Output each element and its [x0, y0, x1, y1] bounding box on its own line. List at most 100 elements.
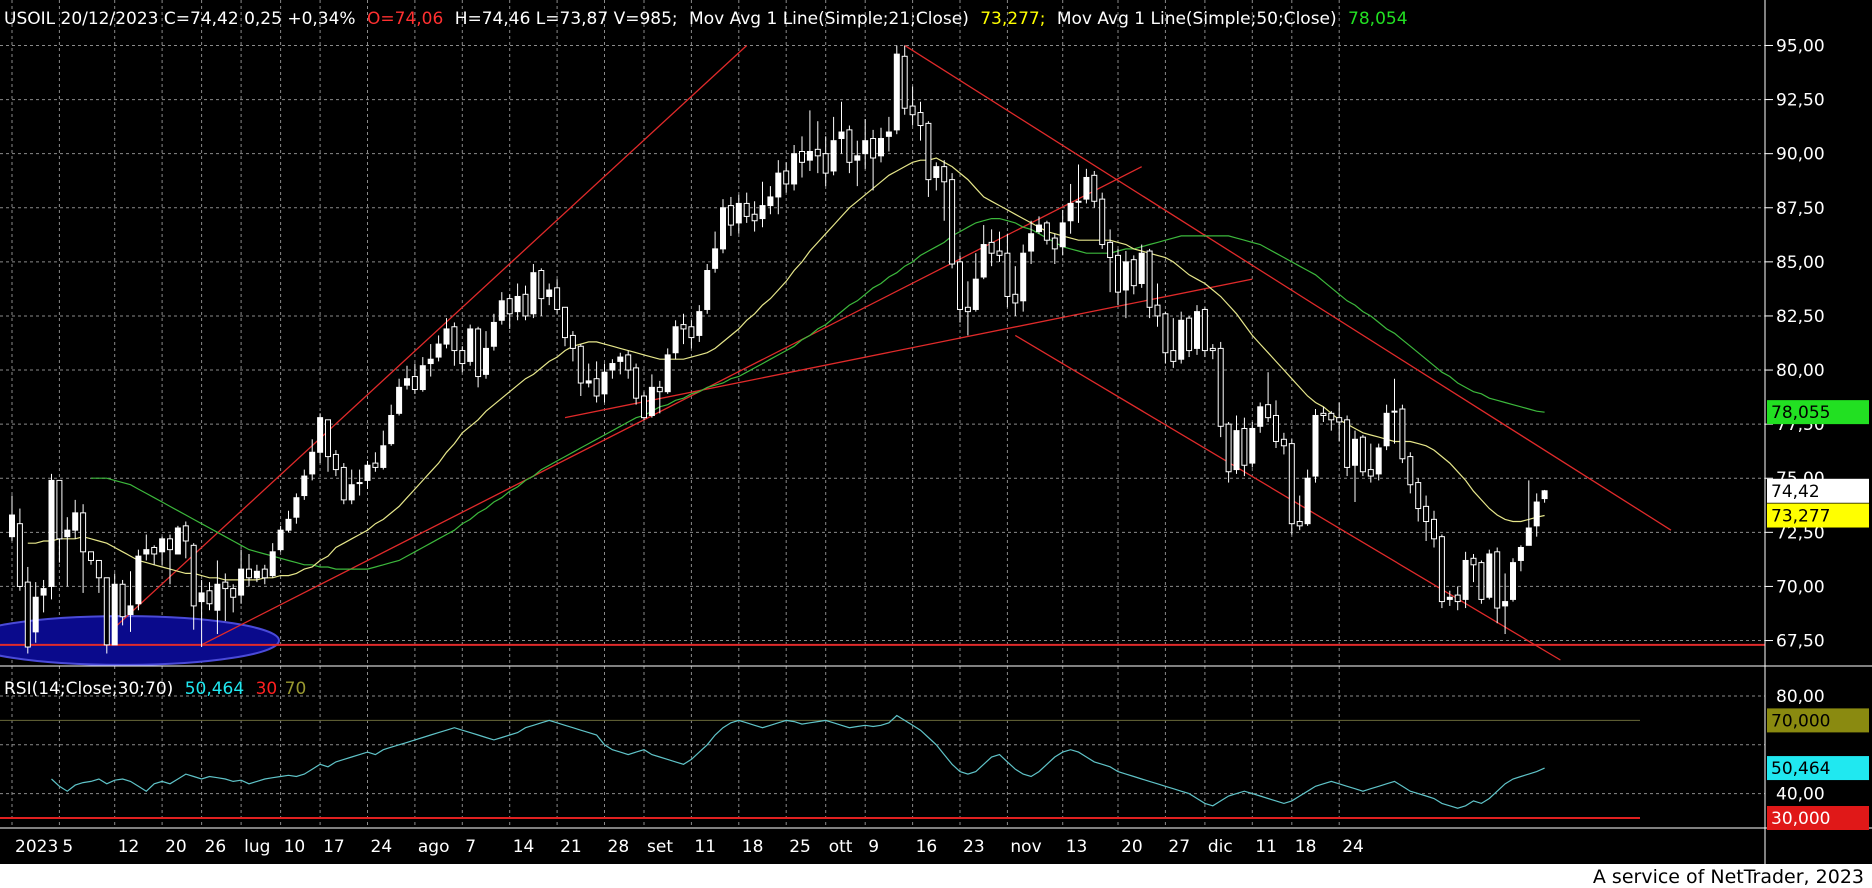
candle[interactable] — [459, 346, 466, 373]
candle[interactable] — [364, 460, 371, 490]
candle[interactable] — [569, 331, 576, 362]
candle[interactable] — [198, 579, 205, 648]
candle[interactable] — [230, 584, 237, 613]
candle[interactable] — [1186, 315, 1193, 358]
candle[interactable] — [656, 380, 663, 414]
candle[interactable] — [261, 564, 268, 585]
candle[interactable] — [1375, 443, 1382, 481]
candle[interactable] — [24, 566, 31, 654]
candle[interactable] — [103, 577, 110, 654]
candle[interactable] — [893, 45, 900, 135]
candle[interactable] — [633, 363, 640, 405]
candle[interactable] — [593, 361, 600, 403]
candle[interactable] — [720, 199, 726, 254]
candle[interactable] — [1162, 311, 1169, 364]
candle[interactable] — [1241, 417, 1248, 477]
candle[interactable] — [443, 318, 450, 349]
candle[interactable] — [1399, 404, 1406, 464]
candle[interactable] — [1217, 341, 1224, 438]
candle[interactable] — [1249, 421, 1256, 468]
candle[interactable] — [388, 404, 395, 446]
candle[interactable] — [1154, 283, 1161, 327]
candle[interactable] — [1225, 421, 1232, 483]
candle[interactable] — [1020, 244, 1027, 312]
candle[interactable] — [1036, 216, 1042, 234]
candle[interactable] — [672, 320, 679, 360]
candle[interactable] — [1296, 495, 1303, 531]
candle[interactable] — [1004, 233, 1011, 308]
candle[interactable] — [1391, 378, 1398, 444]
candle[interactable] — [799, 136, 805, 178]
candle[interactable] — [206, 582, 213, 611]
candle[interactable] — [1438, 534, 1445, 609]
candle[interactable] — [957, 255, 963, 323]
candle[interactable] — [167, 534, 173, 585]
candle[interactable] — [1454, 586, 1461, 611]
candle[interactable] — [451, 322, 458, 366]
candle[interactable] — [1146, 248, 1153, 319]
candle[interactable] — [759, 181, 766, 228]
candle[interactable] — [1533, 493, 1540, 537]
candle[interactable] — [498, 292, 505, 325]
candle[interactable] — [522, 285, 529, 321]
candle[interactable] — [806, 110, 813, 171]
candle[interactable] — [735, 194, 742, 234]
candle[interactable] — [1367, 443, 1374, 483]
candle[interactable] — [1415, 478, 1422, 522]
candle[interactable] — [988, 229, 995, 267]
candle[interactable] — [1099, 192, 1106, 249]
candle[interactable] — [1138, 244, 1145, 288]
candle[interactable] — [214, 560, 221, 635]
candle[interactable] — [1446, 590, 1453, 606]
candle[interactable] — [814, 121, 821, 174]
candle[interactable] — [72, 499, 79, 539]
candle[interactable] — [285, 510, 292, 533]
candle[interactable] — [514, 283, 521, 321]
candle[interactable] — [483, 331, 489, 379]
candle[interactable] — [135, 549, 142, 611]
candle[interactable] — [1494, 547, 1501, 624]
candle[interactable] — [475, 326, 482, 388]
candle[interactable] — [1502, 573, 1509, 635]
candle[interactable] — [712, 231, 719, 273]
candle[interactable] — [1407, 452, 1414, 494]
candle[interactable] — [775, 160, 782, 215]
candle[interactable] — [88, 551, 94, 565]
candle[interactable] — [1201, 307, 1208, 358]
candle[interactable] — [909, 86, 916, 126]
candle[interactable] — [348, 469, 355, 505]
candle[interactable] — [933, 162, 940, 191]
candle[interactable] — [1470, 553, 1477, 583]
candle[interactable] — [767, 186, 774, 215]
candle[interactable] — [1541, 489, 1548, 503]
candle[interactable] — [490, 313, 497, 351]
candle[interactable] — [9, 495, 15, 541]
candle[interactable] — [151, 545, 158, 565]
candle[interactable] — [996, 231, 1003, 262]
candle[interactable] — [1510, 558, 1516, 602]
candle[interactable] — [538, 268, 545, 316]
candle[interactable] — [885, 116, 892, 152]
candle[interactable] — [48, 473, 55, 600]
candle[interactable] — [238, 549, 245, 604]
candle[interactable] — [95, 559, 102, 593]
candle[interactable] — [467, 324, 474, 366]
candle[interactable] — [783, 162, 790, 193]
candle[interactable] — [577, 344, 584, 397]
candle[interactable] — [356, 469, 363, 496]
candle[interactable] — [411, 363, 418, 394]
candle[interactable] — [562, 306, 568, 347]
candle[interactable] — [1478, 560, 1485, 604]
candle[interactable] — [1265, 372, 1272, 422]
candle[interactable] — [80, 504, 87, 593]
candle[interactable] — [1431, 510, 1437, 548]
candle[interactable] — [222, 573, 229, 622]
candle[interactable] — [617, 352, 624, 375]
candle[interactable] — [293, 493, 300, 524]
candle[interactable] — [648, 374, 655, 418]
candle[interactable] — [546, 283, 553, 306]
candle[interactable] — [111, 573, 118, 646]
candle[interactable] — [822, 136, 829, 187]
candle[interactable] — [601, 363, 608, 403]
candle[interactable] — [1122, 251, 1129, 319]
